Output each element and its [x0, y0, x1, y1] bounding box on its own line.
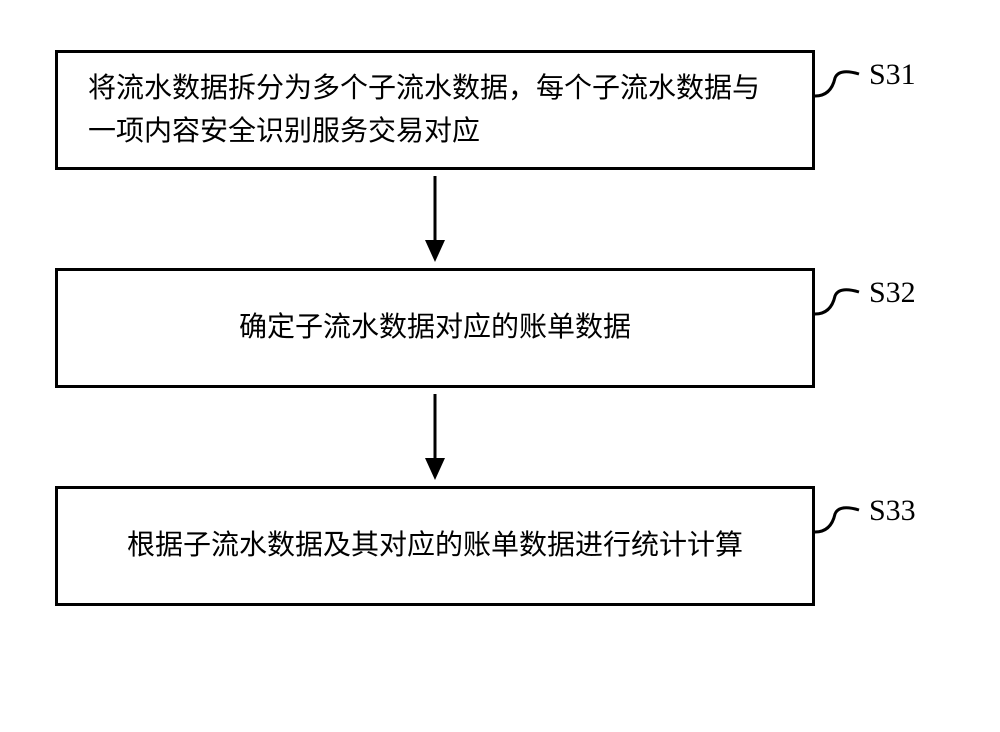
- step-label-2: S32: [869, 276, 916, 310]
- flow-step-3: 根据子流水数据及其对应的账单数据进行统计计算 S33: [55, 486, 955, 606]
- arrow-2: [55, 394, 815, 480]
- step-box-3: 根据子流水数据及其对应的账单数据进行统计计算: [55, 486, 815, 606]
- arrow-svg-2: [415, 394, 455, 480]
- step-text-1: 将流水数据拆分为多个子流水数据，每个子流水数据与一项内容安全识别服务交易对应: [88, 67, 782, 154]
- step-label-3: S33: [869, 494, 916, 528]
- step-label-2-wrap: S32: [813, 284, 943, 339]
- step-label-1-wrap: S31: [813, 66, 943, 121]
- step-box-1: 将流水数据拆分为多个子流水数据，每个子流水数据与一项内容安全识别服务交易对应: [55, 50, 815, 170]
- step-label-1: S31: [869, 58, 916, 92]
- step-label-3-wrap: S33: [813, 502, 943, 557]
- flow-step-1: 将流水数据拆分为多个子流水数据，每个子流水数据与一项内容安全识别服务交易对应 S…: [55, 50, 955, 170]
- flowchart-container: 将流水数据拆分为多个子流水数据，每个子流水数据与一项内容安全识别服务交易对应 S…: [55, 50, 955, 606]
- flow-step-2: 确定子流水数据对应的账单数据 S32: [55, 268, 955, 388]
- step-text-2: 确定子流水数据对应的账单数据: [239, 306, 631, 349]
- arrow-1: [55, 176, 815, 262]
- arrow-svg-1: [415, 176, 455, 262]
- step-text-3: 根据子流水数据及其对应的账单数据进行统计计算: [127, 524, 743, 567]
- step-box-2: 确定子流水数据对应的账单数据: [55, 268, 815, 388]
